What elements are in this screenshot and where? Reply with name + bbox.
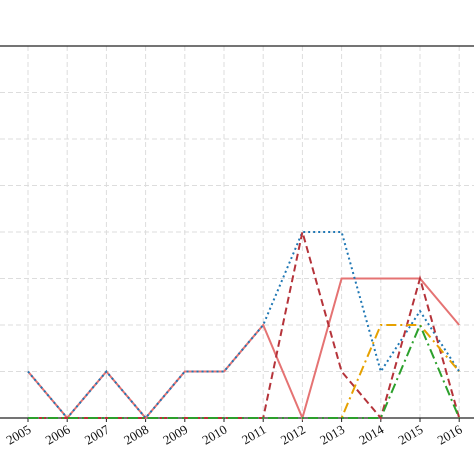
- x-tick-label: 2015: [395, 422, 425, 448]
- x-tick-label: 2013: [317, 422, 347, 448]
- x-tick-label: 2011: [239, 422, 269, 448]
- x-tick-label: 2007: [82, 421, 112, 447]
- x-tick-label: 2009: [160, 422, 190, 448]
- x-tick-label: 2012: [278, 422, 308, 448]
- x-tick-label: 2005: [3, 422, 33, 448]
- x-tick-label: 2008: [121, 422, 151, 448]
- line-series: [28, 322, 461, 419]
- line-series: [27, 277, 460, 422]
- x-tick-label: 2010: [199, 422, 229, 448]
- x-tick-label: 2014: [356, 421, 386, 447]
- x-tick-label: 2006: [43, 421, 73, 447]
- line-series: [27, 231, 461, 420]
- x-tick-label: 2016: [435, 421, 465, 447]
